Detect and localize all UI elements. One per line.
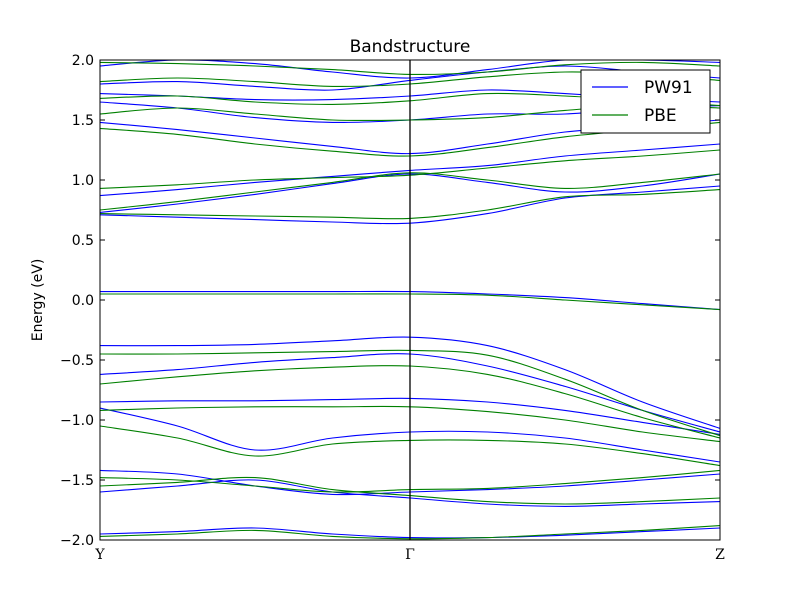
- legend-box: [580, 69, 711, 134]
- y-tick-label: 0.0: [72, 293, 94, 309]
- y-tick-label: 1.5: [72, 113, 94, 129]
- y-tick-label: −2.0: [60, 533, 94, 549]
- pbe-legend-label: PBE: [644, 106, 677, 126]
- pw91-band-7: [100, 336, 720, 429]
- y-tick-label: 0.5: [72, 233, 94, 249]
- y-tick-label: 2.0: [72, 53, 94, 69]
- kpoint-label: Γ: [405, 547, 415, 563]
- kpoint-label: Z: [715, 547, 725, 563]
- kpoint-label: Y: [94, 547, 105, 563]
- pw91-legend-label: PW91: [644, 78, 693, 98]
- y-tick-label: −1.0: [60, 413, 94, 429]
- chart-title: Bandstructure: [350, 37, 471, 57]
- y-axis-label: Energy (eV): [30, 259, 46, 342]
- legend: PW91 PBE: [580, 69, 711, 134]
- y-tick-label: −0.5: [60, 353, 94, 369]
- y-ticks-group: −2.0 −1.5 −1.0 −0.5 0.0 0.5 1.0 1.5 2.0: [60, 53, 720, 549]
- pbe-band-7: [100, 349, 720, 437]
- y-tick-label: 1.0: [72, 173, 94, 189]
- y-tick-label: −1.5: [60, 473, 94, 489]
